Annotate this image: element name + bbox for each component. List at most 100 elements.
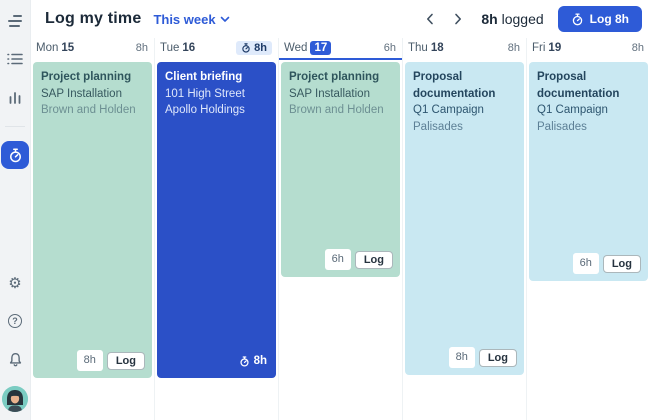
event-detail: 101 High Street <box>165 87 245 100</box>
logged-hours-pill: 8h <box>448 347 475 368</box>
today-date-badge: 17 <box>310 41 332 55</box>
event-title: Proposal documentation <box>537 71 620 100</box>
event-client: Brown and Holden <box>289 104 384 117</box>
period-selector[interactable]: This week <box>153 12 229 27</box>
total-logged: 8h logged <box>481 11 543 27</box>
event-footer: 6h Log <box>572 253 641 274</box>
day-header-fri[interactable]: Fri 19 8h <box>527 38 650 60</box>
bell-icon <box>9 352 21 366</box>
event-block[interactable]: Project planning SAP Installation Brown … <box>33 62 152 378</box>
event-block[interactable]: Proposal documentation Q1 Campaign Palis… <box>529 62 648 281</box>
log-button[interactable]: Log <box>478 348 517 367</box>
event-logged-value: 8h <box>253 355 267 368</box>
log-button[interactable]: Log <box>602 254 641 273</box>
total-logged-label: logged <box>501 11 544 27</box>
day-label: Mon 15 <box>36 42 75 54</box>
day-header-wed-today[interactable]: Wed 17 6h <box>279 38 402 60</box>
log-hours-button-label: Log 8h <box>589 12 629 26</box>
event-client: Apollo Holdings <box>165 104 245 117</box>
event-block[interactable]: Project planning SAP Installation Brown … <box>281 62 400 277</box>
logged-hours-pill: 8h <box>76 350 103 371</box>
day-total-hours: 8h <box>507 42 520 54</box>
logged-hours-pill: 6h <box>324 249 351 270</box>
day-label: Tue 16 <box>160 42 196 54</box>
log-button[interactable]: Log <box>354 250 393 269</box>
page-title: Log my time <box>45 10 142 27</box>
list-icon <box>7 53 23 65</box>
collapse-menu-icon[interactable] <box>4 10 26 32</box>
stopwatch-icon <box>9 148 21 162</box>
event-detail: SAP Installation <box>289 87 370 100</box>
day-number: 18 <box>430 42 444 54</box>
main-panel: Log my time This week 8h logged <box>31 0 650 420</box>
event-footer: 8h Log <box>76 350 145 371</box>
day-label: Fri 19 <box>532 42 562 54</box>
event-footer: 8h Log <box>448 347 517 368</box>
next-week-button[interactable] <box>449 10 467 28</box>
day-column-mon: Mon 15 8h Project planning SAP Installati… <box>31 38 155 420</box>
task-list-icon[interactable] <box>4 48 26 70</box>
topbar: Log my time This week 8h logged <box>31 0 650 38</box>
gear-icon: ⚙ <box>8 274 22 292</box>
day-header-tue[interactable]: Tue 16 8h <box>155 38 278 60</box>
event-title: Proposal documentation <box>413 71 496 100</box>
day-column-tue: Tue 16 8h Client briefing <box>155 38 279 420</box>
event-detail: SAP Installation <box>41 87 122 100</box>
day-label: Wed 17 <box>284 41 332 55</box>
logged-badge: 8h <box>236 41 272 55</box>
day-header-mon[interactable]: Mon 15 8h <box>31 38 154 60</box>
event-client: Palisades <box>537 121 587 134</box>
logged-badge-value: 8h <box>254 42 267 54</box>
event-title: Project planning <box>41 71 132 83</box>
day-column-fri: Fri 19 8h Proposal documentation Q1 Campa… <box>527 38 650 420</box>
settings-icon[interactable]: ⚙ <box>4 272 26 294</box>
user-avatar[interactable] <box>2 386 28 412</box>
event-detail: Q1 Campaign <box>537 104 608 117</box>
event-footer: 6h Log <box>324 249 393 270</box>
event-detail: Q1 Campaign <box>413 104 484 117</box>
event-title: Project planning <box>289 71 380 83</box>
event-client: Palisades <box>413 121 463 134</box>
stopwatch-icon <box>239 356 249 367</box>
day-number: 19 <box>548 42 562 54</box>
chevron-right-icon <box>455 13 462 25</box>
chevron-down-icon <box>220 16 229 22</box>
day-events-thu: Proposal documentation Q1 Campaign Palis… <box>403 60 526 420</box>
day-total-hours: 8h <box>135 42 148 54</box>
question-mark-icon: ? <box>8 314 22 328</box>
sidebar: ⚙ ? <box>0 0 31 420</box>
log-hours-button[interactable]: Log 8h <box>557 6 642 32</box>
week-grid: Mon 15 8h Project planning SAP Installati… <box>31 38 650 420</box>
event-block[interactable]: Client briefing 101 High Street Apollo H… <box>157 62 276 378</box>
day-number: 16 <box>182 42 196 54</box>
stopwatch-icon <box>572 12 582 25</box>
bar-chart-icon <box>9 92 21 104</box>
avatar-person-icon <box>2 386 28 412</box>
notifications-icon[interactable] <box>4 348 26 370</box>
prev-week-button[interactable] <box>421 10 439 28</box>
sidebar-item-log-time-active[interactable] <box>1 141 29 169</box>
total-logged-value: 8h <box>481 11 498 27</box>
day-label: Thu 18 <box>408 42 444 54</box>
topbar-right: 8h logged Log 8h <box>421 6 642 32</box>
reports-icon[interactable] <box>4 86 26 108</box>
period-label: This week <box>153 11 216 27</box>
day-column-wed: Wed 17 6h Project planning SAP Installati… <box>279 38 403 420</box>
help-icon[interactable]: ? <box>4 310 26 332</box>
day-number: 15 <box>61 42 75 54</box>
day-header-thu[interactable]: Thu 18 8h <box>403 38 526 60</box>
event-title: Client briefing <box>165 71 243 83</box>
day-total-hours: 8h <box>631 42 644 54</box>
chevron-left-icon <box>427 13 434 25</box>
event-logged-inline: 8h <box>239 353 267 370</box>
menu-lines-icon <box>8 15 22 27</box>
day-events-fri: Proposal documentation Q1 Campaign Palis… <box>527 60 650 420</box>
day-events-wed: Project planning SAP Installation Brown … <box>279 60 402 420</box>
log-button[interactable]: Log <box>106 351 145 370</box>
day-events-tue: Client briefing 101 High Street Apollo H… <box>155 60 278 420</box>
day-total-hours: 6h <box>383 42 396 54</box>
event-client: Brown and Holden <box>41 104 136 117</box>
event-block[interactable]: Proposal documentation Q1 Campaign Palis… <box>405 62 524 375</box>
day-column-thu: Thu 18 8h Proposal documentation Q1 Campa… <box>403 38 527 420</box>
logged-hours-pill: 6h <box>572 253 599 274</box>
